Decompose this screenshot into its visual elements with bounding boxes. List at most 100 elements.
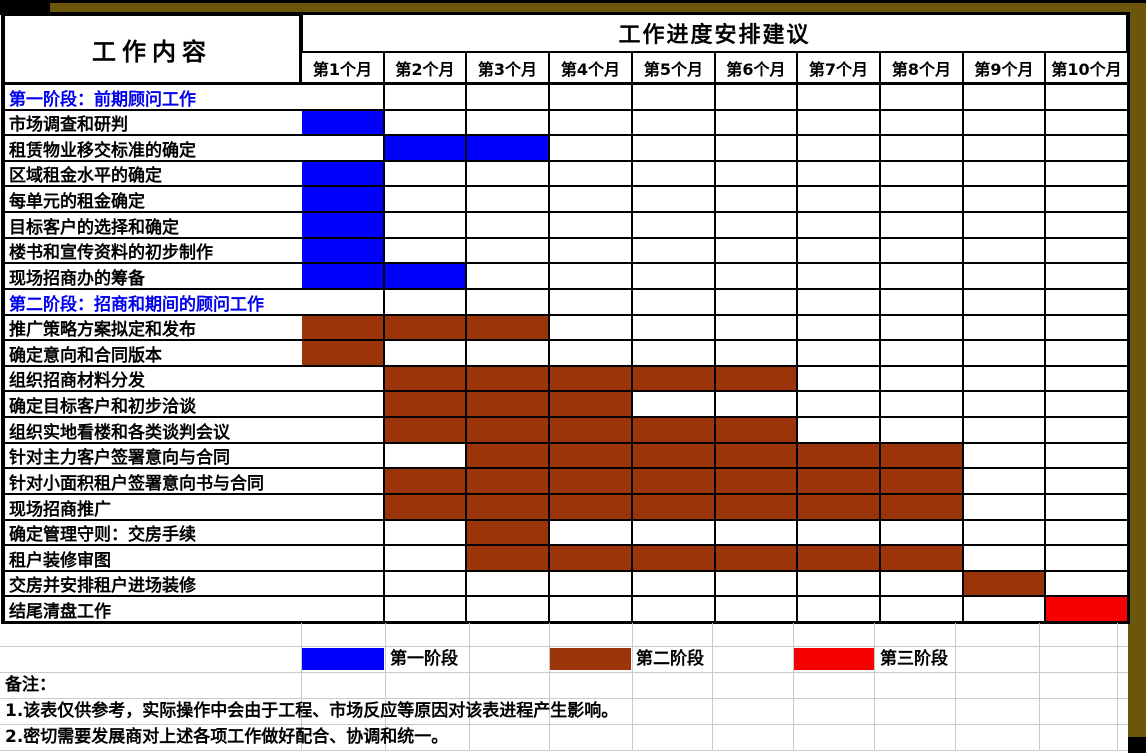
gantt-bar-cell [385,264,465,288]
gantt-bar-cell [716,495,796,519]
month-header-7: 第7个月 [798,53,879,82]
gantt-cell [467,213,548,237]
gantt-cell [716,264,796,288]
gantt-cell [798,572,879,595]
gantt-cell [467,264,548,288]
top-left-black-block [0,0,50,15]
gantt-cell [881,367,962,390]
month-header-3: 第3个月 [467,53,548,82]
gantt-cell [716,136,796,160]
gantt-cell [633,290,714,314]
gantt-bar-cell [385,392,465,416]
month-header-4: 第4个月 [550,53,631,82]
gantt-cell [716,187,796,211]
month-header-1: 第1个月 [302,53,383,82]
gantt-cell [964,290,1044,314]
gantt-cell [964,85,1044,109]
gantt-bar-cell [467,469,548,493]
note-line-1: 1.该表仅供参考，实际操作中会由于工程、市场反应等原因对该表进程产生影响。 [5,701,619,721]
gantt-cell [550,597,631,621]
gantt-cell [1046,187,1127,211]
schedule-title-header: 工作进度安排建议 [303,15,1126,51]
gantt-cell [633,136,714,160]
gantt-bar-cell [1046,597,1127,621]
gantt-bar-cell [716,444,796,467]
gantt-cell [385,239,465,262]
gantt-cell [798,213,879,237]
month-header-5: 第5个月 [633,53,714,82]
month-header-8: 第8个月 [881,53,962,82]
task-label: 交房并安排租户进场装修 [5,572,303,595]
gantt-cell [302,136,383,160]
task-label: 推广策略方案拟定和发布 [5,316,303,339]
task-label: 每单元的租金确定 [5,187,303,211]
month-header-2: 第2个月 [385,53,465,82]
gantt-cell [798,521,879,544]
task-label: 现场招商办的筹备 [5,264,303,288]
gantt-bar-cell [550,469,631,493]
gantt-cell [881,187,962,211]
gantt-cell [798,162,879,185]
gantt-cell [633,572,714,595]
gantt-cell [1046,290,1127,314]
gantt-cell [964,546,1044,570]
gantt-bar-cell [550,392,631,416]
gantt-cell [1046,239,1127,262]
gantt-cell [302,597,383,621]
task-label: 区域租金水平的确定 [5,162,303,185]
phase-header-label: 第二阶段：招商和期间的顾问工作 [5,290,303,314]
task-label: 租赁物业移交标准的确定 [5,136,303,160]
gantt-bar-cell [798,444,879,467]
gantt-bar-cell [302,213,383,237]
v-gridline-2 [469,623,470,750]
gantt-bar-cell [964,572,1044,595]
gantt-bar-cell [881,495,962,519]
gantt-cell [1046,444,1127,467]
gantt-bar-cell [385,367,465,390]
gantt-cell [881,392,962,416]
v-gridline-5 [712,623,713,750]
task-label: 现场招商推广 [5,495,303,519]
gantt-cell [716,239,796,262]
gantt-bar-cell [633,444,714,467]
gantt-cell [467,341,548,365]
gantt-cell [716,290,796,314]
gantt-cell [633,213,714,237]
gantt-cell [302,572,383,595]
gantt-cell [550,316,631,339]
gantt-cell [1046,546,1127,570]
gantt-cell [964,316,1044,339]
task-label: 楼书和宣传资料的初步制作 [5,239,303,262]
gantt-cell [550,290,631,314]
gantt-cell [964,239,1044,262]
gantt-cell [716,162,796,185]
gantt-bar-cell [633,495,714,519]
notes-heading: 备注： [5,675,56,695]
bottom-right-black-block [1128,737,1146,753]
gantt-cell [964,136,1044,160]
gantt-cell [550,239,631,262]
task-label: 结尾清盘工作 [5,597,303,621]
gantt-bar-cell [881,444,962,467]
task-label: 确定意向和合同版本 [5,341,303,365]
gantt-bar-cell [633,469,714,493]
gantt-cell [550,111,631,134]
h-gridline-0 [0,646,1128,647]
gantt-cell [633,521,714,544]
gantt-bar-cell [302,239,383,262]
gantt-cell [385,187,465,211]
task-label: 租户装修审图 [5,546,303,570]
gantt-cell [550,187,631,211]
gantt-cell [467,187,548,211]
gantt-bar-cell [302,264,383,288]
h-gridline-1 [0,672,1128,673]
gantt-bar-cell [881,546,962,570]
gantt-cell [302,444,383,467]
gantt-cell [798,111,879,134]
gantt-cell [881,418,962,442]
gantt-cell [716,521,796,544]
gantt-cell [385,111,465,134]
gantt-cell [467,111,548,134]
gantt-cell [964,469,1044,493]
gantt-cell [798,392,879,416]
